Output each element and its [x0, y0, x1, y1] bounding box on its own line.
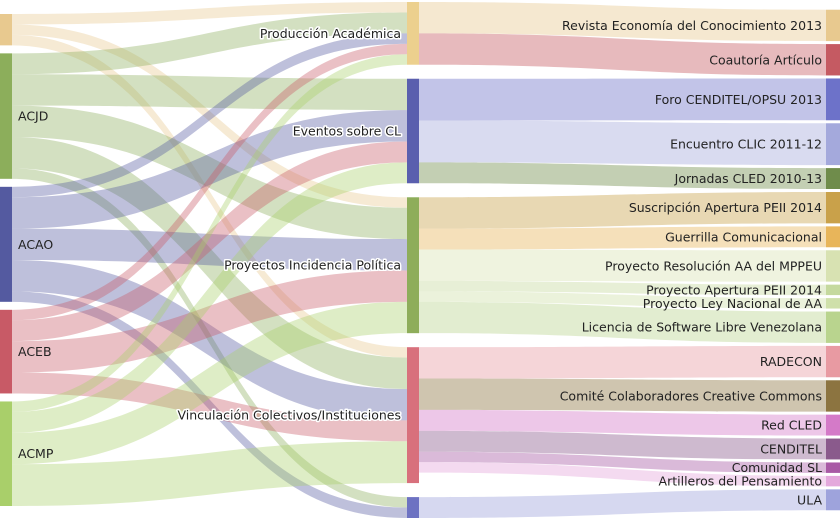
node-vinc [407, 347, 419, 484]
flow-s_top-to-proy [12, 24, 407, 208]
label-t3: Foro CENDITEL/OPSU 2013 [655, 92, 822, 107]
flow-aceb-to-vinc [12, 372, 407, 442]
flow-vinc-to-t17 [419, 462, 826, 487]
node-t14 [826, 414, 840, 436]
node-t8 [826, 250, 840, 282]
node-t15 [826, 438, 840, 460]
flow-acjd-to-vinc [12, 137, 407, 389]
node-t18 [826, 489, 840, 511]
node-aceb [0, 309, 12, 394]
node-t6 [826, 192, 840, 224]
node-acjd [0, 53, 12, 179]
node-t7 [826, 226, 840, 248]
node-t17 [826, 475, 840, 487]
node-t16 [826, 462, 840, 473]
flow-prod-to-t1 [419, 2, 826, 42]
label-t12: RADECON [760, 354, 822, 369]
label-t6: Suscripción Apertura PEII 2014 [629, 200, 822, 215]
source-links-group [12, 2, 407, 518]
flow-even-to-t4 [419, 120, 826, 166]
label-vinc: Vinculación Colectivos/Instituciones [178, 408, 401, 423]
node-t10 [826, 298, 840, 309]
flow-proy-to-t9 [419, 280, 826, 296]
label-acjd: ACJD [18, 109, 48, 124]
node-prod [407, 2, 419, 65]
target-links-group [419, 2, 826, 518]
label-t2: Coautoría Artículo [709, 52, 822, 67]
flow-even-to-t3 [419, 78, 826, 121]
label-t11: Licencia de Software Libre Venezolana [582, 320, 822, 335]
flow-aceb-to-even [12, 141, 407, 342]
labels-group: ACJD ACAO ACEB ACMP Producción Académica Even… [18, 18, 822, 507]
label-even: Eventos sobre CL [293, 124, 401, 139]
flow-acjd-to-even [12, 74, 407, 111]
node-t13 [826, 380, 840, 412]
flow-acjd-to-prod [12, 12, 407, 75]
label-t13: Comité Colaboradores Creative Commons [560, 388, 822, 403]
flow-s_top-to-prod [12, 2, 407, 25]
flow-prod-to-t2 [419, 33, 826, 76]
node-t4 [826, 123, 840, 166]
label-t1: Revista Economía del Conocimiento 2013 [562, 18, 822, 33]
flow-vinc-to-t15 [419, 430, 826, 460]
flow-acmp-to-vinc [12, 441, 407, 506]
label-t5: Jornadas CLED 2010-13 [674, 171, 822, 186]
flow-proy-to-t6 [419, 192, 826, 229]
label-t16: Comunidad SL [732, 460, 822, 475]
flow-acmp-to-prod [12, 54, 407, 412]
flow-vinc-to-t14 [419, 409, 826, 436]
flow-vinc-to-t13 [419, 378, 826, 412]
label-t18: ULA [797, 492, 822, 507]
label-t10: Proyecto Ley Nacional de AA [643, 296, 823, 311]
label-t9: Proyecto Apertura PEII 2014 [646, 282, 822, 297]
label-t14: Red CLED [761, 418, 822, 433]
flow-acjd-to-proy [12, 105, 407, 240]
label-aceb: ACEB [18, 344, 52, 359]
flow-acao-to-other [12, 291, 407, 518]
node-t11 [826, 311, 840, 343]
flow-other-to-t18 [419, 489, 826, 518]
node-acmp [0, 401, 12, 506]
node-other [407, 497, 419, 518]
label-t15: CENDITEL [760, 442, 822, 457]
flow-proy-to-t10 [419, 291, 826, 309]
node-t3 [826, 78, 840, 121]
node-t5 [826, 168, 840, 189]
node-even [407, 78, 419, 184]
node-s_top [0, 14, 12, 46]
label-acmp: ACMP [18, 446, 54, 461]
flow-acao-to-vinc [12, 260, 407, 421]
label-t17: Artilleros del Pensamiento [659, 474, 822, 489]
flow-proy-to-t7 [419, 226, 826, 250]
label-acao: ACAO [18, 237, 53, 252]
node-t12 [826, 345, 840, 378]
node-t2 [826, 44, 840, 76]
flow-proy-to-t11 [419, 301, 826, 343]
label-proy: Proyectos Incidencia Política [224, 258, 401, 273]
flow-vinc-to-t16 [419, 451, 826, 473]
flow-acao-to-proy [12, 228, 407, 271]
flow-acao-to-prod [12, 33, 407, 198]
flow-aceb-to-prod [12, 43, 407, 321]
label-t7: Guerrilla Comunicacional [665, 229, 822, 244]
flow-proy-to-t8 [419, 249, 826, 282]
node-t1 [826, 9, 840, 42]
label-t8: Proyecto Resolución AA del MPPEU [605, 258, 822, 273]
flow-vinc-to-t12 [419, 345, 826, 379]
flow-aceb-to-proy [12, 270, 407, 373]
flow-s_top-to-vinc [12, 34, 407, 358]
label-prod: Producción Académica [260, 26, 401, 41]
flow-acmp-to-proy [12, 301, 407, 465]
node-proy [407, 197, 419, 334]
flow-acjd-to-other [12, 168, 407, 508]
node-acao [0, 186, 12, 302]
flow-even-to-t5 [419, 162, 826, 189]
flow-acmp-to-even [12, 162, 407, 433]
flow-acao-to-even [12, 110, 407, 229]
node-t9 [826, 284, 840, 296]
label-t4: Encuentro CLIC 2011-12 [670, 137, 822, 152]
